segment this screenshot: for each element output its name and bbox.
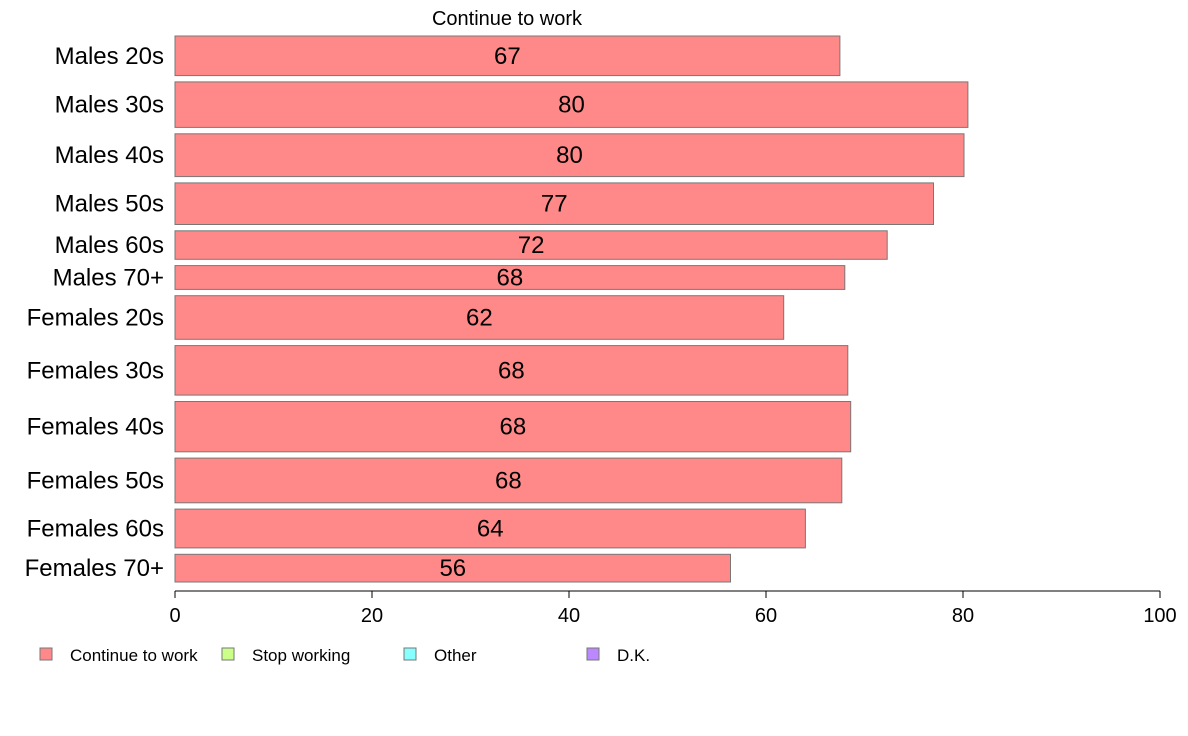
category-label: Males 70+ bbox=[53, 265, 164, 292]
bar bbox=[174, 265, 846, 290]
bar-value-label: 68 bbox=[495, 467, 522, 494]
legend: Continue to work Stop working Other D.K. bbox=[39, 646, 650, 665]
category-label: Females 30s bbox=[27, 357, 164, 384]
bar bbox=[174, 345, 849, 396]
bar bbox=[174, 81, 969, 128]
x-tick-label: 20 bbox=[361, 605, 383, 627]
category-label: Females 40s bbox=[27, 414, 164, 441]
bar bbox=[174, 295, 785, 340]
bars-group: Males 20s 67 Males 30s 80 Males 40s 80 Males 5… bbox=[25, 35, 969, 583]
bar-value-label: 72 bbox=[518, 232, 545, 259]
x-tick-label: 80 bbox=[952, 605, 974, 627]
x-tick-label: 40 bbox=[558, 605, 580, 627]
category-label: Males 30s bbox=[55, 92, 164, 119]
x-tick-label: 60 bbox=[755, 605, 777, 627]
category-label: Females 70+ bbox=[25, 555, 164, 582]
bar-value-label: 67 bbox=[494, 43, 521, 70]
bar bbox=[174, 133, 965, 178]
bar-value-label: 68 bbox=[498, 357, 525, 384]
bar bbox=[174, 457, 843, 504]
legend-swatch bbox=[403, 647, 417, 661]
bar-value-label: 80 bbox=[558, 92, 585, 119]
legend-swatch bbox=[221, 647, 235, 661]
x-tick-label: 100 bbox=[1143, 605, 1176, 627]
bar-value-label: 68 bbox=[497, 265, 524, 292]
bar-value-label: 80 bbox=[556, 142, 583, 169]
category-label: Males 20s bbox=[55, 43, 164, 70]
bar bbox=[174, 508, 806, 549]
legend-label: Stop working bbox=[252, 646, 350, 665]
bar-value-label: 64 bbox=[477, 516, 504, 543]
category-label: Females 60s bbox=[27, 516, 164, 543]
bar-value-label: 56 bbox=[439, 555, 466, 582]
bar bbox=[174, 230, 888, 260]
bar bbox=[174, 553, 731, 583]
legend-swatch bbox=[39, 647, 53, 661]
legend-label: Other bbox=[434, 646, 477, 665]
bar bbox=[174, 35, 841, 77]
x-tick-label: 0 bbox=[169, 605, 180, 627]
bar bbox=[174, 182, 934, 225]
legend-label: D.K. bbox=[617, 646, 650, 665]
category-label: Males 50s bbox=[55, 191, 164, 218]
bar bbox=[174, 401, 852, 453]
x-axis: 0 20 40 60 80 100 bbox=[169, 590, 1177, 627]
category-label: Females 50s bbox=[27, 467, 164, 494]
category-label: Females 20s bbox=[27, 305, 164, 332]
bar-value-label: 68 bbox=[500, 414, 527, 441]
bar-value-label: 77 bbox=[541, 191, 568, 218]
legend-swatch bbox=[586, 647, 600, 661]
chart-title: Continue to work bbox=[432, 8, 583, 30]
legend-label: Continue to work bbox=[70, 646, 198, 665]
category-label: Males 40s bbox=[55, 142, 164, 169]
bar-value-label: 62 bbox=[466, 305, 493, 332]
category-label: Males 60s bbox=[55, 232, 164, 259]
